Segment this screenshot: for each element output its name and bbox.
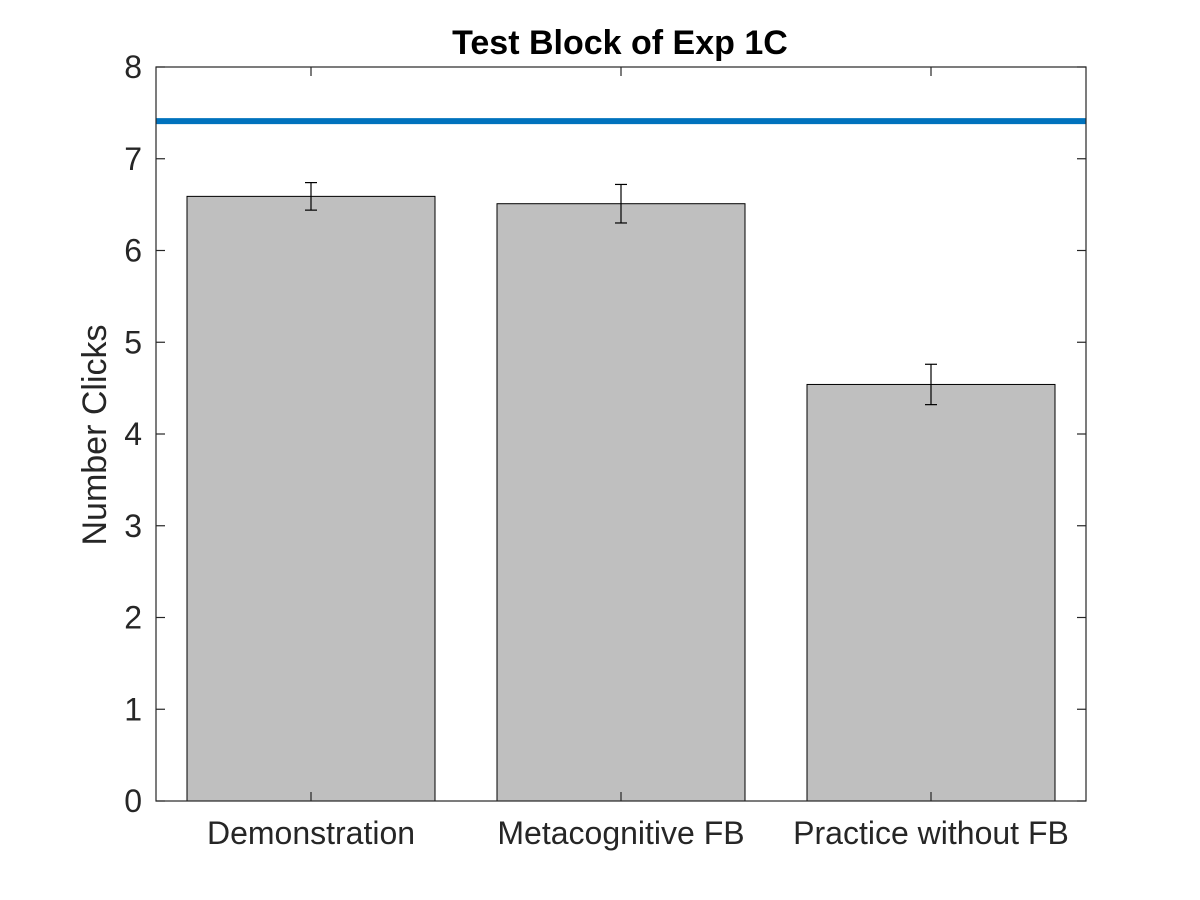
x-tick-label-2: Metacognitive FB (497, 815, 744, 851)
y-tick-label-4: 4 (124, 416, 142, 452)
y-tick-label-6: 6 (124, 233, 142, 269)
bar-3 (806, 383, 1056, 802)
y-tick-label-8: 8 (124, 49, 142, 85)
y-axis-label: Number Clicks (76, 324, 114, 545)
y-tick-label-1: 1 (124, 691, 142, 727)
x-tick-label-3: Practice without FB (793, 815, 1069, 851)
y-tick-label-7: 7 (124, 141, 142, 177)
bars-group (186, 195, 1056, 802)
y-tick-label-3: 3 (124, 508, 142, 544)
y-tick-label-2: 2 (124, 600, 142, 636)
y-tick-label-5: 5 (124, 324, 142, 360)
chart-title: Test Block of Exp 1C (452, 24, 788, 62)
y-ticks-group: 0 1 2 3 4 5 6 7 8 (124, 49, 1086, 819)
y-tick-label-0: 0 (124, 783, 142, 819)
x-tick-label-1: Demonstration (207, 815, 415, 851)
x-ticks-group: Demonstration Metacognitive FB Practice wi… (207, 67, 1069, 851)
bar-2 (496, 203, 746, 802)
error-bars-group (305, 182, 937, 406)
bar-1 (186, 195, 436, 802)
